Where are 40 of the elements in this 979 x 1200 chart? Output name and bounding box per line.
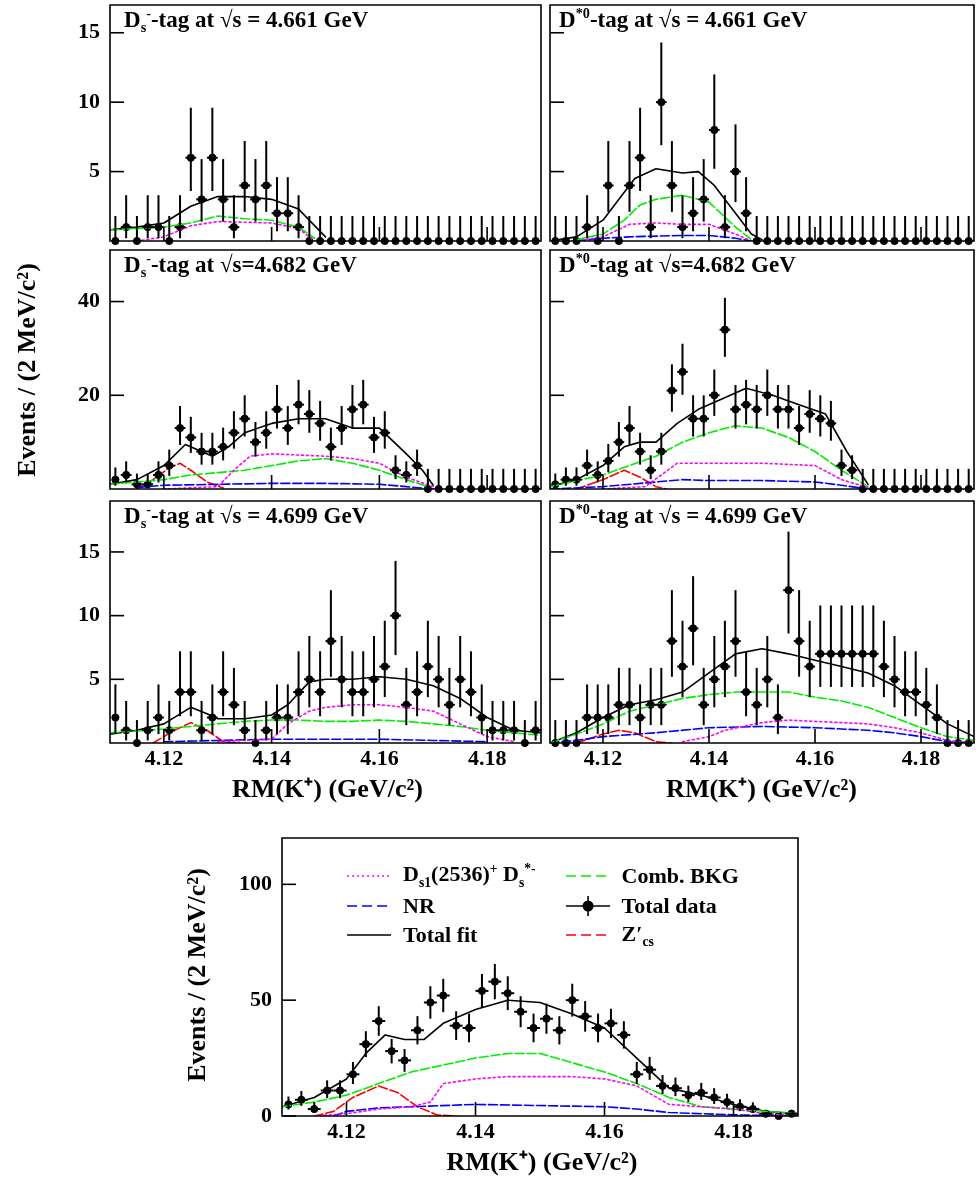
y-tick-label: 5 [89, 157, 100, 183]
chart-title: D$_{s}$$^{-}$-tag at √s = 4.661 GeV [124, 5, 369, 36]
x-tick-label: 4.12 [583, 744, 623, 770]
y-tick-label: 20 [78, 380, 100, 406]
y-tick-label: 0 [261, 1101, 272, 1127]
chart-title: D$^{*0}$-tag at √s=4.682 GeV [559, 250, 796, 277]
x-tick-label: 4.18 [901, 744, 941, 770]
y-tick-label: 15 [78, 537, 100, 563]
legend-label: NR [403, 892, 435, 919]
y-axis-title: Events / (2 MeV/c²) [11, 262, 42, 477]
x-tick-label: 4.18 [467, 744, 507, 770]
y-tick-label: 15 [78, 18, 100, 44]
chart-title: D$^{*0}$-tag at √s = 4.661 GeV [559, 5, 808, 32]
y-axis-title: Events / (2 MeV/c²) [181, 868, 212, 1082]
y-tick-label: 50 [250, 985, 272, 1011]
legend-label: Total data [621, 892, 717, 919]
x-tick-label: 4.12 [144, 744, 184, 770]
legend-label: Comb. BKG [621, 862, 739, 889]
y-tick-label: 5 [89, 665, 100, 690]
chart-title: D$_{s}$$^{-}$-tag at √s=4.682 GeV [124, 250, 357, 281]
y-tick-label: 100 [239, 870, 272, 896]
y-tick-label: 40 [78, 287, 100, 313]
x-tick-label: 4.16 [360, 744, 399, 770]
y-tick-label: 10 [78, 601, 100, 627]
chart-title: D$_{s}$$^{-}$-tag at √s = 4.699 GeV [124, 501, 369, 532]
chart-title: D$^{*0}$-tag at √s = 4.699 GeV [559, 501, 808, 528]
x-axis-title: RM(K⁺) (GeV/c²) [666, 774, 857, 804]
x-axis-title: RM(K⁺) (GeV/c²) [446, 1147, 638, 1177]
y-tick-label: 10 [78, 87, 100, 113]
legend-label: Z′$_{cs}$ [621, 920, 654, 951]
x-axis-title: RM(K⁺) (GeV/c²) [232, 774, 423, 804]
x-tick-label: 4.14 [456, 1117, 495, 1143]
x-tick-label: 4.14 [252, 744, 291, 770]
x-tick-label: 4.12 [327, 1117, 366, 1143]
x-tick-label: 4.16 [795, 744, 835, 770]
x-tick-label: 4.16 [585, 1117, 624, 1143]
line-series [216, 703, 515, 743]
legend-label: Total fit [403, 922, 478, 949]
x-tick-label: 4.14 [689, 744, 729, 770]
x-tick-label: 4.18 [714, 1117, 753, 1143]
